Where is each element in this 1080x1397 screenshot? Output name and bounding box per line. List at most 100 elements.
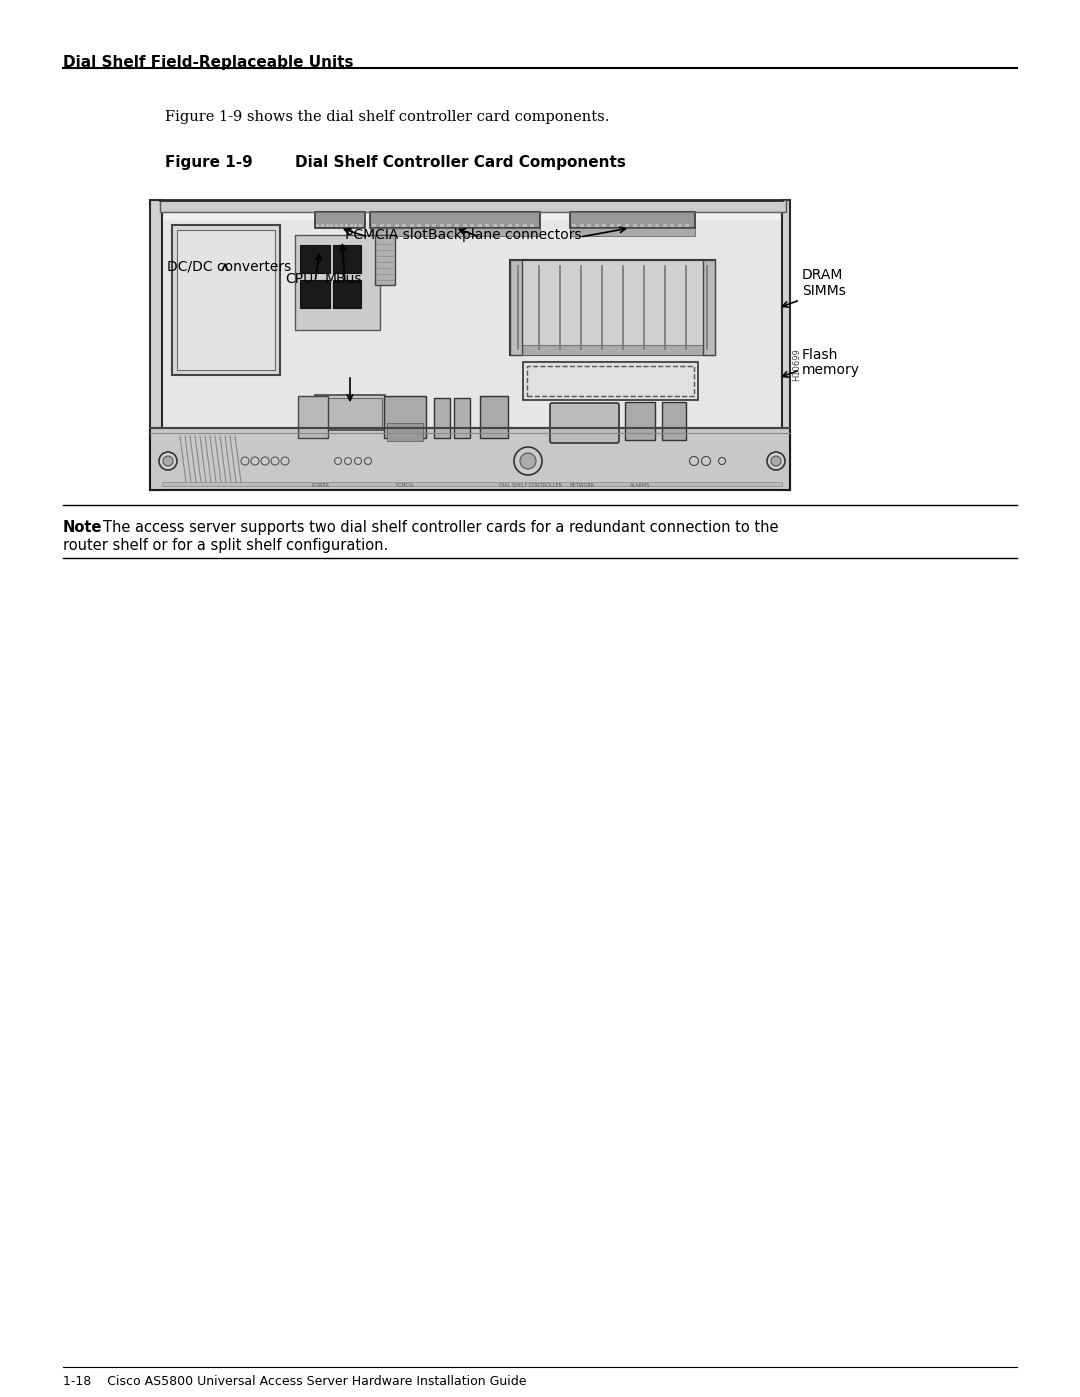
Bar — [656, 224, 659, 226]
Bar — [530, 224, 535, 226]
Bar — [580, 224, 583, 226]
Bar — [394, 224, 399, 226]
Circle shape — [241, 457, 249, 465]
Bar — [402, 224, 406, 226]
Bar — [492, 224, 497, 226]
Text: Figure 1-9 shows the dial shelf controller card components.: Figure 1-9 shows the dial shelf controll… — [165, 110, 609, 124]
Bar — [640, 224, 644, 226]
Bar — [678, 224, 681, 226]
Bar — [782, 200, 789, 490]
Bar — [477, 224, 482, 226]
Text: ALARMS: ALARMS — [630, 483, 650, 488]
Bar — [588, 224, 591, 226]
Circle shape — [163, 455, 173, 467]
Circle shape — [365, 457, 372, 464]
Bar — [527, 366, 694, 395]
Bar — [316, 224, 319, 226]
Bar — [375, 235, 395, 285]
Bar — [603, 224, 606, 226]
Bar — [379, 224, 383, 226]
Circle shape — [702, 457, 711, 465]
Bar — [434, 398, 450, 439]
Bar — [671, 224, 674, 226]
Text: DRAM: DRAM — [802, 268, 843, 282]
Text: router shelf or for a split shelf configuration.: router shelf or for a split shelf config… — [63, 538, 388, 553]
Bar — [340, 224, 343, 226]
Bar — [325, 224, 328, 226]
Text: Figure 1-9: Figure 1-9 — [165, 155, 253, 170]
Circle shape — [271, 457, 279, 465]
Circle shape — [159, 453, 177, 469]
Circle shape — [771, 455, 781, 467]
Bar — [333, 279, 361, 307]
Text: Dial Shelf Field-Replaceable Units: Dial Shelf Field-Replaceable Units — [63, 54, 353, 70]
Bar — [480, 395, 508, 439]
Text: Backplane connectors: Backplane connectors — [428, 228, 582, 242]
Text: 1-18    Cisco AS5800 Universal Access Server Hardware Installation Guide: 1-18 Cisco AS5800 Universal Access Serve… — [63, 1375, 527, 1389]
Bar — [618, 224, 621, 226]
Bar — [295, 235, 380, 330]
Circle shape — [335, 457, 341, 464]
Bar — [172, 225, 280, 374]
Bar — [298, 395, 328, 439]
Circle shape — [281, 457, 289, 465]
Circle shape — [767, 453, 785, 469]
Text: SIMMs: SIMMs — [802, 284, 846, 298]
Bar — [424, 224, 429, 226]
Circle shape — [718, 457, 726, 464]
Bar — [409, 224, 414, 226]
Bar — [703, 260, 715, 355]
Bar — [470, 224, 474, 226]
Bar — [162, 482, 782, 486]
Bar — [321, 224, 324, 226]
Bar — [300, 244, 330, 272]
Bar — [462, 224, 467, 226]
Bar — [432, 224, 436, 226]
Bar — [370, 228, 540, 236]
Bar — [160, 200, 786, 212]
Bar — [500, 224, 504, 226]
Circle shape — [514, 447, 542, 475]
Bar — [387, 423, 423, 441]
Circle shape — [261, 457, 269, 465]
Bar — [315, 395, 384, 430]
Bar — [523, 224, 527, 226]
Bar — [648, 224, 651, 226]
Bar — [150, 427, 789, 490]
Text: Dial Shelf Controller Card Components: Dial Shelf Controller Card Components — [295, 155, 626, 170]
Bar — [387, 224, 391, 226]
Bar — [510, 345, 715, 355]
Bar — [440, 224, 444, 226]
Bar — [454, 398, 470, 439]
Bar — [610, 224, 613, 226]
Bar — [315, 212, 365, 228]
Text: memory: memory — [802, 363, 860, 377]
Circle shape — [251, 457, 259, 465]
Text: DC/DC converters: DC/DC converters — [167, 260, 292, 274]
Bar — [570, 212, 696, 228]
Text: CPU: CPU — [285, 272, 313, 286]
Text: Flash: Flash — [802, 348, 838, 362]
Text: MBus: MBus — [325, 272, 363, 286]
Text: NETWORK: NETWORK — [569, 483, 595, 488]
Bar — [485, 224, 489, 226]
Circle shape — [519, 453, 536, 469]
Bar — [570, 228, 696, 236]
Text: DIAL SHELF CONTROLLER: DIAL SHELF CONTROLLER — [499, 483, 562, 488]
Bar — [350, 224, 352, 226]
Bar — [447, 224, 451, 226]
Bar — [300, 279, 330, 307]
Bar — [455, 224, 459, 226]
Bar — [384, 395, 426, 439]
Bar — [663, 224, 666, 226]
Bar — [510, 260, 522, 355]
Bar — [625, 402, 654, 440]
Text: POWER: POWER — [311, 483, 329, 488]
Bar — [345, 224, 348, 226]
Bar — [633, 224, 636, 226]
Text: PCMCIA: PCMCIA — [395, 483, 415, 488]
Bar — [572, 224, 576, 226]
Bar — [177, 231, 275, 370]
Bar — [662, 402, 686, 440]
Bar — [625, 224, 629, 226]
